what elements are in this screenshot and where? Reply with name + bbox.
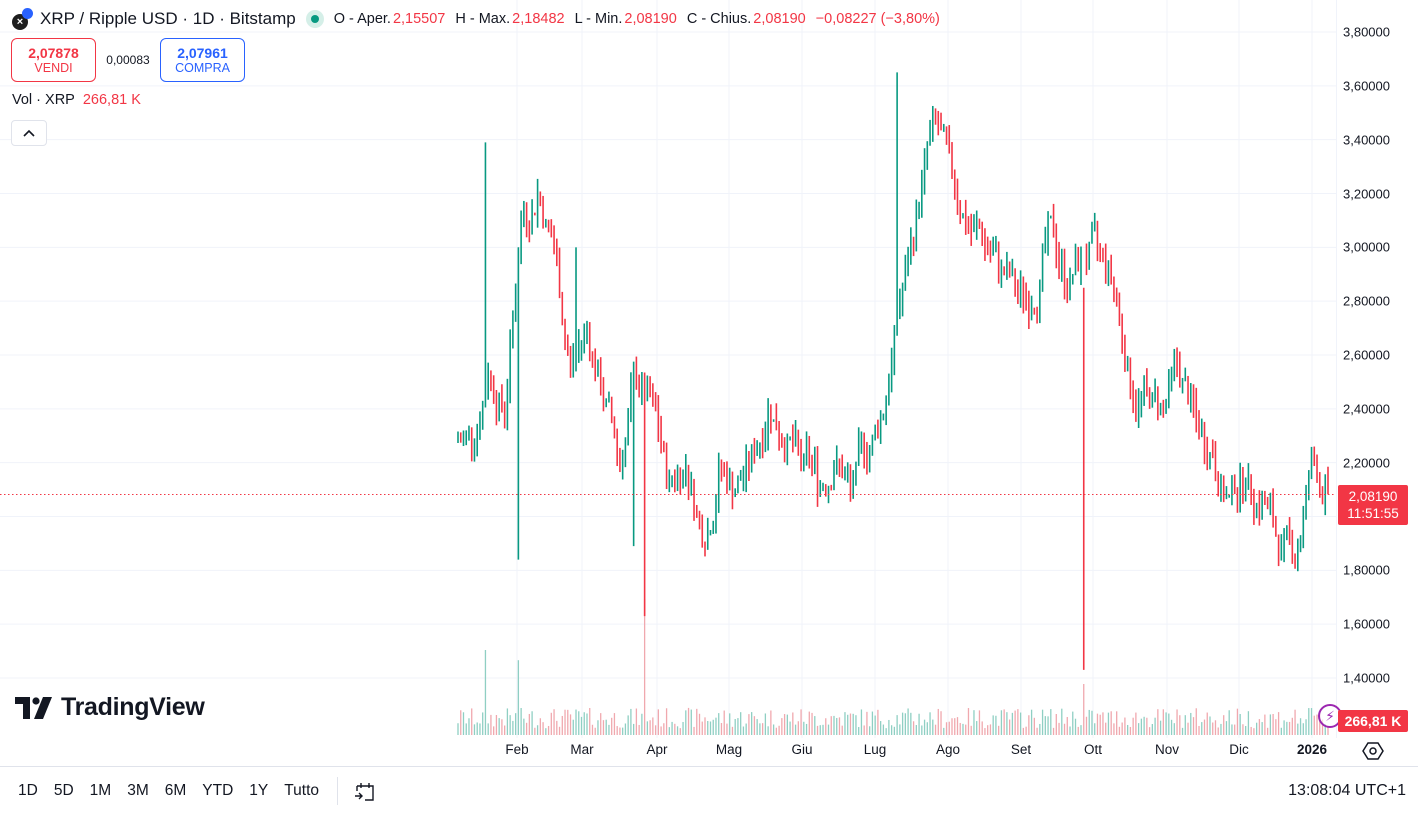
volume-legend[interactable]: Vol · XRP 266,81 K — [12, 92, 141, 108]
time-tick: Giu — [791, 742, 813, 757]
price-tick: 2,40000 — [1343, 401, 1390, 417]
chevron-up-icon — [23, 129, 35, 137]
time-tick: Ott — [1083, 742, 1103, 757]
range-5d[interactable]: 5D — [53, 781, 74, 799]
timezone-clock[interactable]: 13:08:04 UTC+1 — [1288, 782, 1406, 799]
buy-label: COMPRA — [175, 60, 230, 75]
chart-pane[interactable]: × XRP / Ripple USD · 1D · Bitstamp O - A… — [0, 0, 1336, 738]
change-value: −0,08227 (−3,80%) — [815, 11, 940, 27]
time-tick: Dic — [1229, 742, 1249, 757]
time-tick: Ago — [935, 742, 961, 757]
range-1d[interactable]: 1D — [18, 781, 38, 799]
time-axis[interactable]: Feb Mar Apr Mag Giu Lug Ago Set Ott Nov Dic 2026 — [0, 738, 1336, 766]
time-tick: Apr — [646, 742, 668, 757]
price-axis[interactable]: 3,80000 3,60000 3,40000 3,20000 3,00000 2,800… — [1336, 0, 1418, 738]
range-1y[interactable]: 1Y — [249, 781, 269, 799]
close-label: C - Chius. — [686, 11, 752, 27]
sell-label: VENDI — [34, 60, 73, 75]
high-value: 2,18482 — [512, 11, 565, 27]
go-to-date-calendar-icon[interactable] — [352, 778, 378, 804]
tradingview-mark-icon — [15, 696, 52, 719]
low-label: L - Min. — [574, 11, 623, 27]
open-label: O - Aper. — [333, 11, 391, 27]
price-tick: 1,80000 — [1343, 562, 1390, 578]
time-tick: Nov — [1154, 742, 1180, 757]
trade-panel: 2,07878 VENDI 0,00083 2,07961 COMPRA — [11, 38, 245, 82]
range-all[interactable]: Tutto — [284, 781, 320, 799]
range-ytd[interactable]: YTD — [202, 781, 234, 799]
spread-value: 0,00083 — [106, 53, 150, 67]
range-1m[interactable]: 1M — [89, 781, 112, 799]
price-tick: 2,60000 — [1343, 347, 1390, 363]
current-price-label: 2,08190 11:51:55 — [1338, 485, 1408, 525]
low-value: 2,08190 — [624, 11, 677, 27]
candlestick-chart[interactable] — [0, 0, 1336, 738]
sell-button[interactable]: 2,07878 VENDI — [11, 38, 96, 82]
bar-countdown: 11:51:55 — [1347, 506, 1399, 521]
market-open-dot-icon — [305, 10, 324, 28]
volume-price-label: 266,81 K — [1338, 710, 1408, 732]
time-tick: Feb — [505, 742, 529, 757]
time-tick: 2026 — [1296, 742, 1328, 757]
collapse-legend-button[interactable] — [11, 120, 47, 146]
tradingview-logo[interactable]: TradingView — [15, 693, 205, 722]
price-tick: 3,80000 — [1343, 24, 1390, 40]
volume-label: Vol · XRP — [12, 92, 75, 108]
time-tick: Mar — [570, 742, 594, 757]
price-tick: 1,40000 — [1343, 670, 1390, 686]
price-tick: 2,20000 — [1343, 455, 1390, 471]
buy-price: 2,07961 — [177, 44, 228, 61]
buy-button[interactable]: 2,07961 COMPRA — [160, 38, 245, 82]
volume-value: 266,81 K — [82, 92, 141, 108]
symbol-legend: × XRP / Ripple USD · 1D · Bitstamp O - A… — [12, 8, 950, 30]
time-tick: Lug — [863, 742, 887, 757]
price-tick: 2,80000 — [1343, 293, 1390, 309]
price-tick: 3,00000 — [1343, 239, 1390, 255]
chart-settings-icon[interactable] — [1362, 741, 1384, 761]
tradingview-wordmark: TradingView — [61, 693, 205, 721]
symbol-title[interactable]: XRP / Ripple USD · 1D · Bitstamp — [40, 9, 296, 28]
open-value: 2,15507 — [392, 11, 446, 27]
range-3m[interactable]: 3M — [127, 781, 149, 799]
sell-price: 2,07878 — [28, 44, 79, 61]
bottom-toolbar: 1D 5D 1M 3M 6M YTD 1Y Tutto 13:08:04 UTC… — [0, 766, 1418, 814]
toolbar-divider — [337, 776, 339, 805]
close-value: 2,08190 — [753, 11, 806, 27]
price-tick: 3,20000 — [1343, 186, 1390, 201]
price-tick: 1,60000 — [1343, 616, 1390, 632]
range-6m[interactable]: 6M — [164, 781, 187, 799]
high-label: H - Max. — [455, 11, 511, 27]
price-tick: 3,40000 — [1343, 132, 1390, 148]
current-price: 2,08190 — [1348, 489, 1398, 504]
xrp-logo-icon: × — [12, 8, 34, 30]
time-tick: Set — [1010, 742, 1032, 757]
price-tick: 3,60000 — [1343, 78, 1390, 94]
time-tick: Mag — [715, 742, 743, 757]
